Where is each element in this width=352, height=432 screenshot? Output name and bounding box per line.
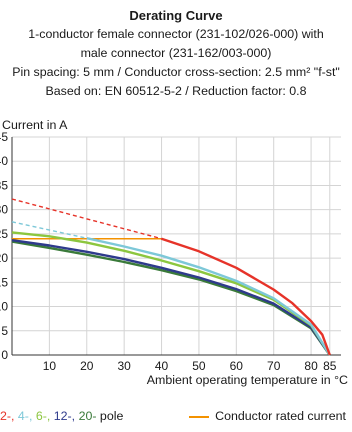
x-axis-label: Ambient operating temperature in °C xyxy=(146,373,348,387)
x-tick-label-50: 50 xyxy=(192,359,206,373)
subtitle-line-4: Based on: EN 60512-5-2 / Reduction facto… xyxy=(45,84,307,98)
pole-sep: , xyxy=(71,409,79,423)
y-tick-label-0: 0 xyxy=(1,348,8,362)
y-tick-label-10: 10 xyxy=(0,300,8,314)
chart-header: Derating Curve 1-conductor female connec… xyxy=(0,6,352,101)
rated-current-label: Conductor rated current xyxy=(215,409,346,423)
y-tick-label-40: 40 xyxy=(0,154,8,168)
y-axis-label: Current in A xyxy=(2,118,68,132)
x-tick-label-60: 60 xyxy=(230,359,244,373)
y-tick-label-35: 35 xyxy=(0,178,8,192)
x-tick-label-40: 40 xyxy=(155,359,169,373)
x-tick-label-70: 70 xyxy=(267,359,281,373)
series-2-dashed-extension xyxy=(11,198,162,240)
y-tick-label-5: 5 xyxy=(1,324,8,338)
series-4-dashed-extension xyxy=(11,221,87,239)
chart-title: Derating Curve xyxy=(129,8,223,23)
subtitle-line-1: 1-conductor female connector (231-102/02… xyxy=(28,27,324,41)
y-tick-label-15: 15 xyxy=(0,275,8,289)
y-tick-label-20: 20 xyxy=(0,251,8,265)
x-tick-label-85: 85 xyxy=(323,359,337,373)
y-tick-label-30: 30 xyxy=(0,203,8,217)
pole-legend: 2-, 4-, 6-, 12-, 20- pole xyxy=(0,409,123,423)
pole-legend-6: 6- xyxy=(35,409,47,423)
rated-current-legend: Conductor rated current xyxy=(189,409,346,423)
pole-sep: , xyxy=(28,409,36,423)
x-tick-label-30: 30 xyxy=(117,359,131,373)
x-tick-label-20: 20 xyxy=(80,359,94,373)
rated-current-swatch xyxy=(189,415,210,418)
series-2-pole-curve xyxy=(161,237,331,356)
subtitle-line-3: Pin spacing: 5 mm / Conductor cross-sect… xyxy=(12,65,340,79)
pole-sep: , xyxy=(46,409,54,423)
series-4-pole-curve xyxy=(86,237,331,356)
pole-legend-prefix: 2-, xyxy=(0,409,18,423)
x-tick-label-80: 80 xyxy=(304,359,318,373)
x-tick-label-10: 10 xyxy=(43,359,57,373)
y-tick-label-25: 25 xyxy=(0,227,8,241)
pole-legend-12: 12- xyxy=(53,409,72,423)
series-12-pole-curve xyxy=(11,239,331,356)
pole-legend-20: 20- xyxy=(78,409,97,423)
y-tick-label-45: 45 xyxy=(0,130,8,144)
subtitle-line-2: male connector (231-162/003-000) xyxy=(80,46,272,60)
pole-legend-4: 4- xyxy=(17,409,29,423)
pole-legend-suffix: pole xyxy=(96,409,124,423)
